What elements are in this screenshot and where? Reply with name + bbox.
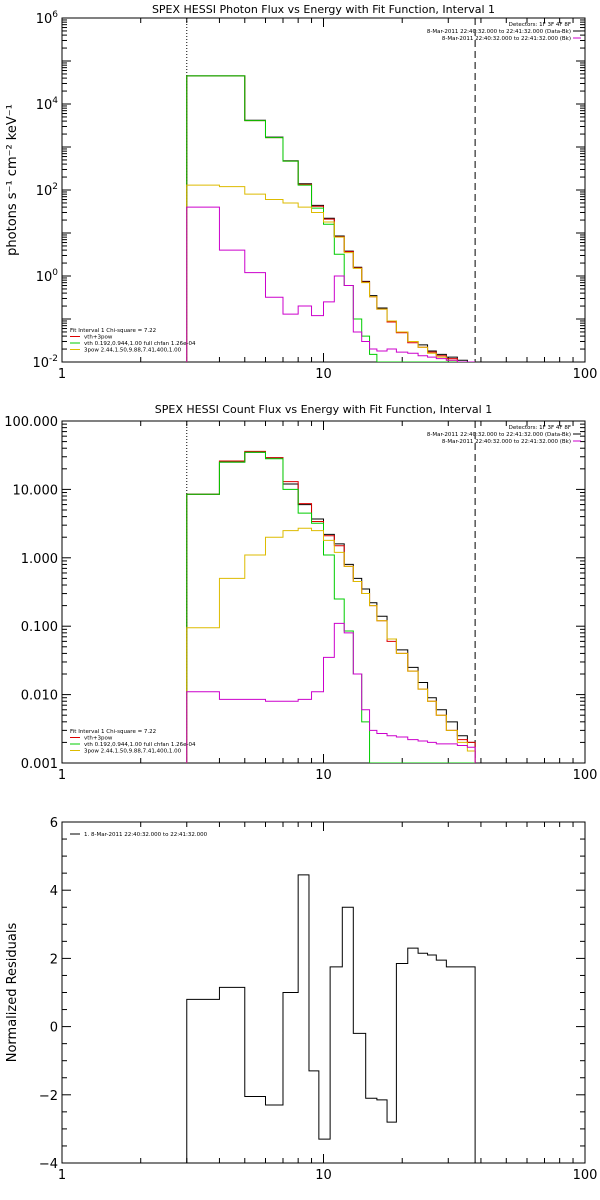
- series-line-2: [186, 451, 476, 763]
- series-line-4: [186, 622, 476, 763]
- series-line-4: [186, 206, 476, 362]
- y-tick-label: 100.000: [4, 415, 58, 430]
- y-tick-label: 4: [50, 884, 58, 899]
- y-tick-label: 0: [50, 1021, 58, 1036]
- legend-text: 3pow 2.44,1.50,9.88,7.41,400,1.00: [84, 749, 182, 755]
- y-tick-label: 10-2: [32, 354, 58, 371]
- photon-flux-panel: SPEX HESSI Photon Flux vs Energy with Fi…: [5, 3, 597, 382]
- y-tick-label: 102: [36, 182, 58, 199]
- x-tick-label: 10: [315, 1168, 332, 1183]
- x-tick-label: 1: [58, 768, 66, 783]
- y-tick-label: 106: [36, 10, 59, 27]
- header-text: 8-Mar-2011 22:40:32.000 to 22:41:32.000 …: [442, 439, 571, 445]
- y-tick-label: 1.000: [21, 552, 58, 567]
- series-line-1: [186, 450, 476, 763]
- header-text: 8-Mar-2011 22:40:32.000 to 22:41:32.000 …: [427, 432, 571, 438]
- legend-text: vth 0.192,0.944,1.00 full chfan 1.26e-04: [84, 341, 196, 347]
- series-line-1: [186, 75, 476, 362]
- series-line-0: [186, 874, 476, 1163]
- series-line-0: [186, 451, 476, 763]
- header-text: Detectors: 1F 3F 4F 8F: [509, 22, 571, 28]
- header-text: 8-Mar-2011 22:40:32.000 to 22:41:32.000 …: [442, 36, 571, 42]
- y-tick-label: 0.001: [21, 757, 58, 772]
- y-tick-label: 0.100: [21, 620, 58, 635]
- y-tick-label: 10.000: [13, 483, 59, 498]
- series-line-3: [186, 184, 476, 362]
- y-tick-label: 2: [50, 952, 58, 967]
- legend-text: Fit Interval 1 Chi-square = 7.22: [70, 729, 156, 735]
- y-tick-label: −2: [39, 1089, 58, 1104]
- y-tick-label: 6: [50, 816, 58, 831]
- legend-text: 3pow 2.44,1.50,9.88,7.41,400,1.00: [84, 348, 182, 354]
- x-tick-label: 10: [315, 367, 332, 382]
- x-tick-label: 100: [573, 1168, 598, 1183]
- y-tick-label: 100: [36, 268, 59, 285]
- x-tick-label: 100: [573, 367, 598, 382]
- x-tick-label: 10: [315, 768, 332, 783]
- y-axis-label: Normalized Residuals: [5, 923, 20, 1063]
- plot-frame: [61, 420, 586, 764]
- x-tick-label: 100: [573, 768, 598, 783]
- legend-text: vth 0.192,0.944,1.00 full chfan 1.26e-04: [84, 742, 196, 748]
- y-tick-label: 104: [36, 96, 59, 113]
- y-tick-label: 0.010: [21, 689, 58, 704]
- y-axis-label: photons s⁻¹ cm⁻² keV⁻¹: [5, 104, 20, 256]
- y-tick-label: −4: [39, 1157, 58, 1172]
- plot-frame: [61, 821, 586, 1164]
- legend-text: Fit Interval 1 Chi-square = 7.22: [70, 328, 156, 334]
- header-text: 8-Mar-2011 22:40:32.000 to 22:41:32.000 …: [427, 29, 571, 35]
- header-text: Detectors: 1F 3F 4F 8F: [509, 425, 571, 431]
- count-flux-panel: SPEX HESSI Count Flux vs Energy with Fit…: [4, 403, 597, 783]
- residuals-panel: 1 10 100 −4 −2 0 2 4 6 Normalized Residuals 1. 8-M…: [5, 816, 597, 1183]
- chart-title: SPEX HESSI Photon Flux vs Energy with Fi…: [152, 3, 495, 16]
- legend-text: 1. 8-Mar-2011 22:40:32.000 to 22:41:32.0…: [84, 832, 208, 838]
- series-line-3: [186, 527, 476, 763]
- x-tick-label: 1: [58, 367, 66, 382]
- legend-text: vth+3pow: [84, 335, 113, 341]
- x-tick-label: 1: [58, 1168, 66, 1183]
- chart-title: SPEX HESSI Count Flux vs Energy with Fit…: [155, 403, 492, 416]
- legend-text: vth+3pow: [84, 736, 113, 742]
